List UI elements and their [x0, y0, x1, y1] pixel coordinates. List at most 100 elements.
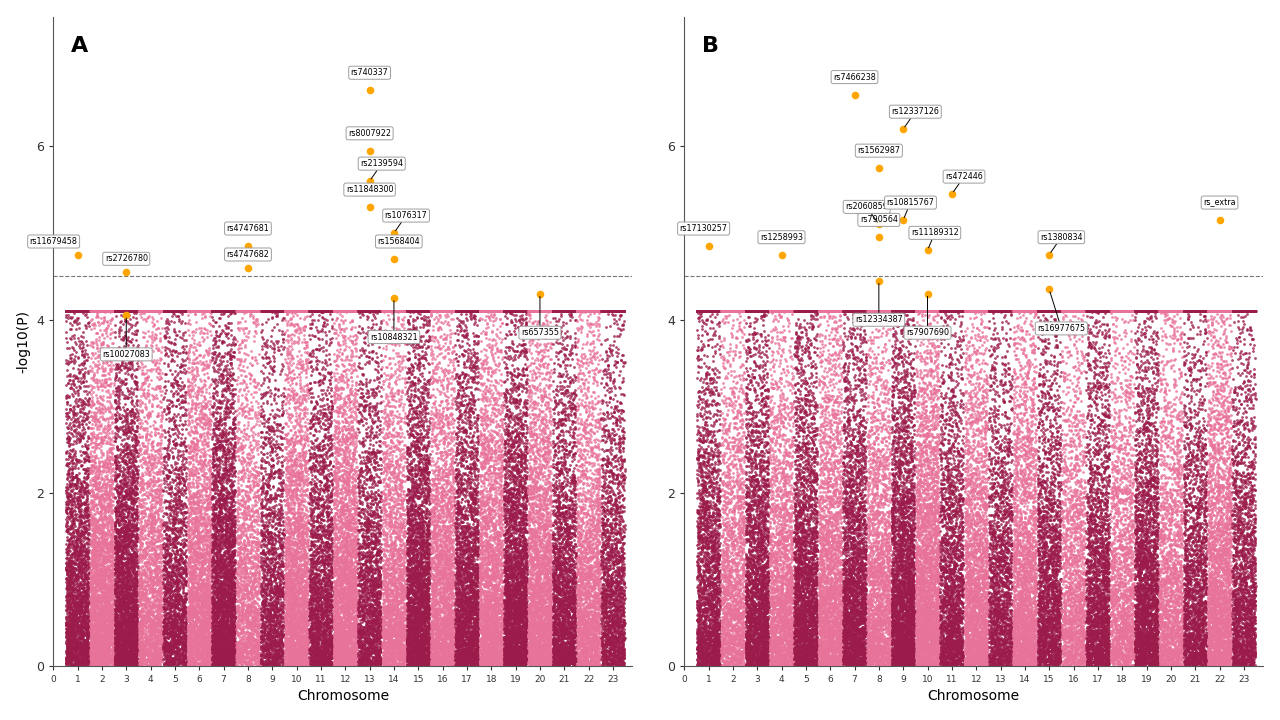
- Point: [161, 636, 182, 647]
- Point: [982, 596, 1002, 608]
- Point: [344, 659, 365, 670]
- Point: [104, 536, 124, 548]
- Point: [897, 510, 918, 521]
- Point: [552, 609, 572, 621]
- Point: [364, 542, 384, 554]
- Point: [692, 564, 713, 575]
- Point: [740, 575, 760, 587]
- Point: [727, 659, 748, 670]
- Point: [995, 562, 1015, 573]
- Point: [911, 564, 932, 576]
- Point: [1201, 611, 1221, 623]
- Point: [594, 520, 614, 531]
- Point: [56, 564, 77, 576]
- Point: [378, 602, 398, 613]
- Point: [877, 471, 897, 482]
- Point: [1055, 305, 1075, 317]
- Point: [1096, 305, 1116, 317]
- Point: [76, 305, 96, 317]
- Point: [93, 626, 114, 638]
- Point: [1176, 500, 1197, 512]
- Point: [111, 608, 132, 619]
- Point: [919, 595, 940, 606]
- Point: [1069, 589, 1089, 600]
- Point: [513, 639, 534, 650]
- Point: [1201, 552, 1221, 564]
- Point: [1106, 597, 1126, 608]
- Point: [1221, 501, 1242, 513]
- Point: [320, 653, 340, 665]
- Point: [919, 460, 940, 472]
- Point: [929, 547, 950, 559]
- Point: [1181, 629, 1202, 640]
- Point: [854, 606, 874, 618]
- Point: [315, 305, 335, 317]
- Point: [502, 505, 522, 517]
- Point: [416, 649, 436, 661]
- Point: [513, 598, 534, 610]
- Point: [518, 649, 539, 660]
- Point: [1230, 611, 1251, 623]
- Point: [852, 582, 873, 594]
- Point: [1164, 562, 1184, 574]
- Point: [1219, 442, 1239, 454]
- Point: [317, 528, 338, 540]
- Point: [1030, 531, 1051, 543]
- Point: [1144, 467, 1165, 479]
- Point: [787, 510, 808, 522]
- Point: [1048, 614, 1069, 626]
- Point: [805, 518, 826, 530]
- Point: [401, 586, 421, 598]
- Point: [276, 305, 297, 317]
- Point: [182, 400, 202, 411]
- Point: [328, 628, 348, 639]
- Point: [1047, 431, 1068, 442]
- Point: [291, 554, 311, 565]
- Point: [810, 635, 831, 647]
- Point: [815, 527, 836, 539]
- Point: [695, 477, 716, 488]
- Point: [982, 658, 1002, 670]
- Point: [462, 626, 483, 637]
- Point: [1207, 453, 1228, 464]
- Point: [1065, 360, 1085, 372]
- Point: [1242, 619, 1262, 631]
- Point: [495, 646, 516, 657]
- Point: [718, 621, 739, 632]
- Point: [520, 600, 540, 611]
- Point: [1032, 621, 1052, 632]
- Point: [447, 577, 467, 589]
- Point: [913, 586, 933, 598]
- Point: [138, 652, 159, 664]
- Point: [705, 657, 726, 669]
- Point: [224, 624, 244, 635]
- Point: [378, 480, 398, 492]
- Point: [529, 571, 549, 582]
- Point: [1192, 649, 1212, 661]
- Point: [886, 634, 906, 645]
- Point: [293, 575, 314, 587]
- Point: [333, 621, 353, 632]
- Point: [1096, 357, 1116, 369]
- Point: [860, 343, 881, 354]
- Point: [1242, 569, 1262, 580]
- Point: [1242, 626, 1262, 638]
- Point: [195, 645, 215, 657]
- Point: [67, 572, 87, 583]
- Point: [204, 602, 224, 613]
- Point: [440, 606, 461, 618]
- Point: [914, 354, 934, 365]
- Point: [180, 589, 201, 600]
- Point: [287, 590, 307, 602]
- Point: [366, 628, 387, 639]
- Point: [760, 538, 781, 549]
- Point: [325, 644, 346, 656]
- Point: [119, 623, 140, 634]
- Point: [453, 624, 474, 636]
- Point: [380, 502, 401, 513]
- Point: [425, 627, 445, 639]
- Point: [342, 594, 362, 606]
- Point: [247, 477, 268, 489]
- Point: [580, 550, 600, 562]
- Point: [813, 431, 833, 443]
